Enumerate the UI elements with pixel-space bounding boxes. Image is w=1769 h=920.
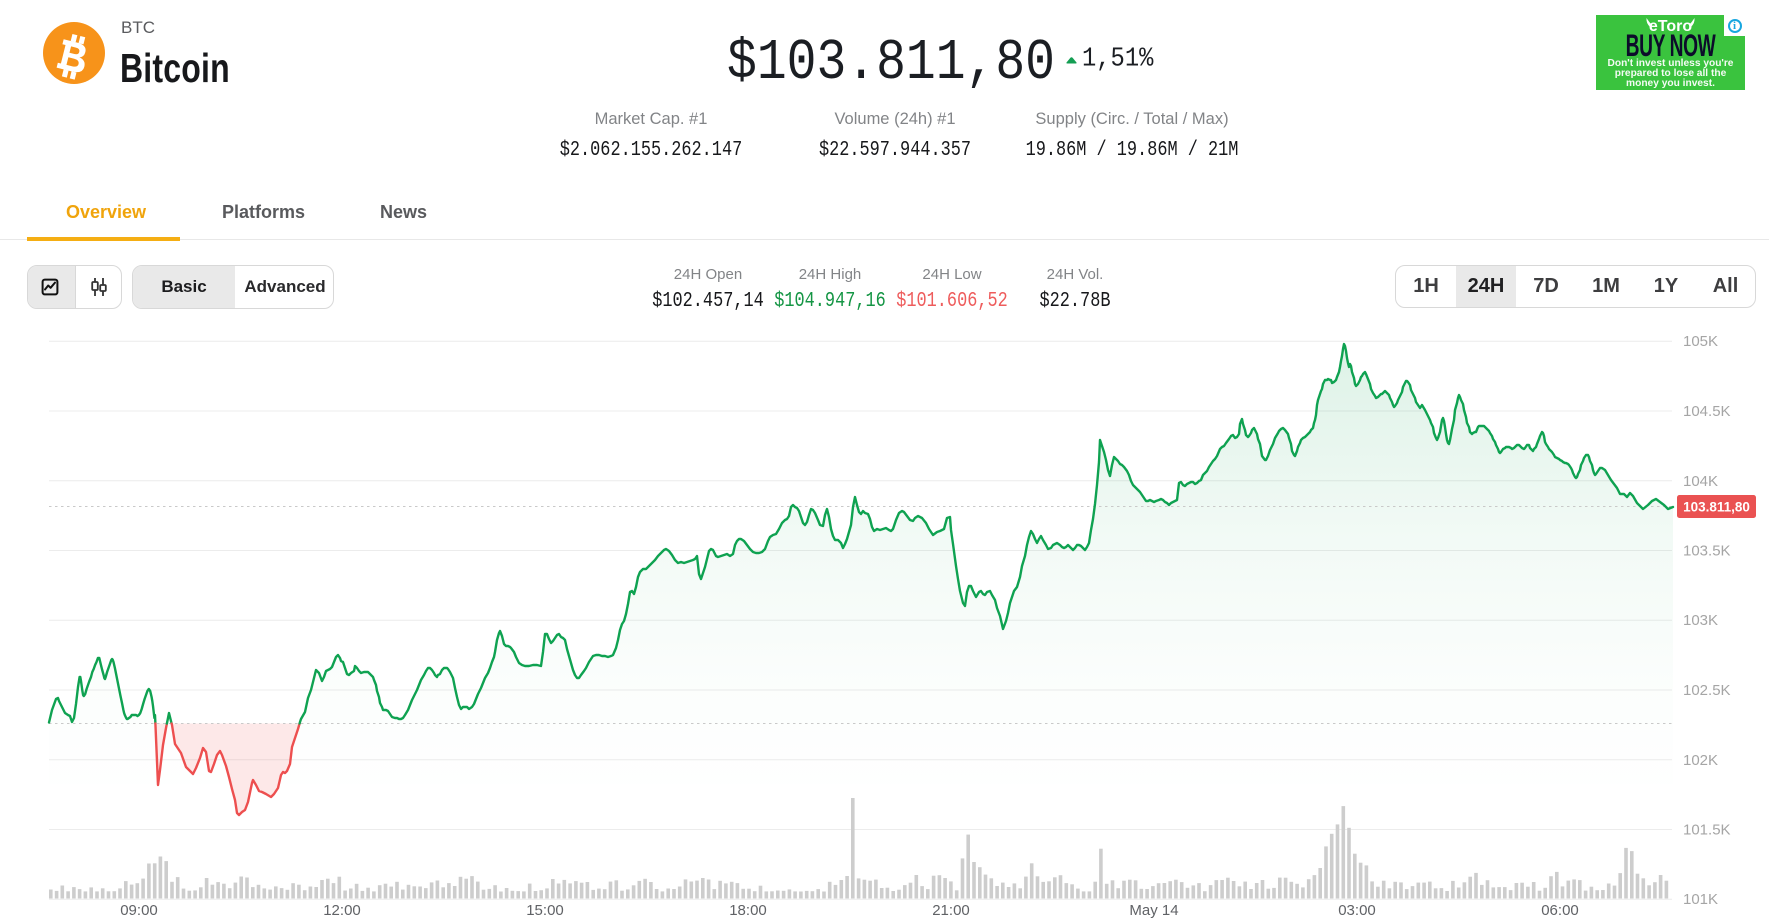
svg-text:18:00: 18:00 — [729, 902, 767, 919]
svg-text:102.5K: 102.5K — [1683, 682, 1731, 699]
svg-text:09:00: 09:00 — [120, 902, 158, 919]
svg-text:103K: 103K — [1683, 612, 1718, 629]
svg-text:103.5K: 103.5K — [1683, 543, 1731, 560]
svg-text:105K: 105K — [1683, 333, 1718, 350]
svg-text:101.5K: 101.5K — [1683, 822, 1731, 839]
svg-text:03:00: 03:00 — [1338, 902, 1376, 919]
svg-text:104K: 104K — [1683, 473, 1718, 490]
svg-text:May 14: May 14 — [1129, 902, 1178, 919]
svg-text:104.5K: 104.5K — [1683, 403, 1731, 420]
svg-text:102K: 102K — [1683, 752, 1718, 769]
svg-text:21:00: 21:00 — [932, 902, 970, 919]
svg-text:15:00: 15:00 — [526, 902, 564, 919]
svg-text:101K: 101K — [1683, 891, 1718, 908]
svg-text:103.811,80: 103.811,80 — [1683, 500, 1750, 515]
svg-text:06:00: 06:00 — [1541, 902, 1579, 919]
svg-text:12:00: 12:00 — [323, 902, 361, 919]
